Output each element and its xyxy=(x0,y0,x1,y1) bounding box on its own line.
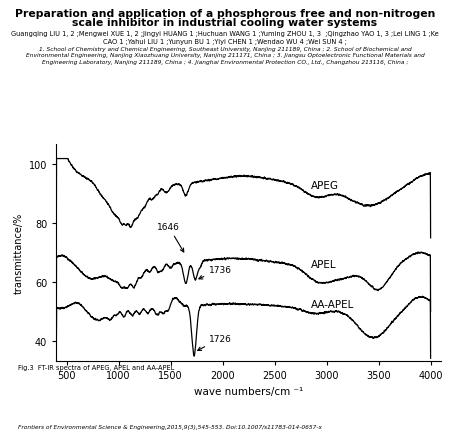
Text: AA-APEL: AA-APEL xyxy=(311,299,355,309)
Text: Preparation and application of a phosphorous free and non-nitrogen: Preparation and application of a phospho… xyxy=(15,9,435,19)
Text: scale inhibitor in industrial cooling water systems: scale inhibitor in industrial cooling wa… xyxy=(72,18,378,28)
Text: 1646: 1646 xyxy=(157,223,184,252)
Text: 1. School of Chemistry and Chemical Engineering, Southeast University, Nanjing 2: 1. School of Chemistry and Chemical Engi… xyxy=(26,47,424,65)
Text: 1736: 1736 xyxy=(199,265,232,279)
Y-axis label: transmittance/%: transmittance/% xyxy=(14,212,23,293)
Text: Guangqing LIU 1, 2 ;Mengwei XUE 1, 2 ;Jingyi HUANG 1 ;Huchuan WANG 1 ;Yuming ZHO: Guangqing LIU 1, 2 ;Mengwei XUE 1, 2 ;Ji… xyxy=(11,31,439,45)
Text: Fig.3  FT-IR spectra of APEG, APEL and AA-APEL: Fig.3 FT-IR spectra of APEG, APEL and AA… xyxy=(18,364,174,371)
Text: APEL: APEL xyxy=(311,260,337,270)
Text: 1726: 1726 xyxy=(198,334,232,351)
Text: APEG: APEG xyxy=(311,180,339,191)
Text: Frontiers of Environmental Science & Engineering,2015,9(3),545-553. Doi:10.1007/: Frontiers of Environmental Science & Eng… xyxy=(18,424,322,429)
X-axis label: wave numbers/cm ⁻¹: wave numbers/cm ⁻¹ xyxy=(194,386,303,396)
